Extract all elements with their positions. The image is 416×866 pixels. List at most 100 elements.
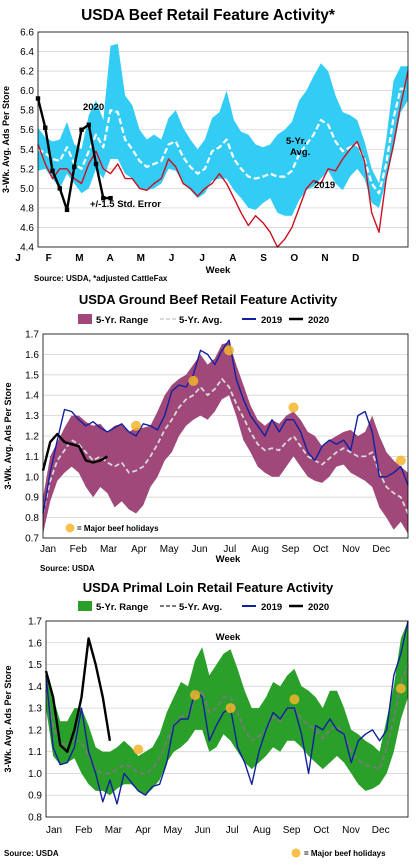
x-tick-label: Sep (282, 544, 300, 555)
y-tick-label: 1.6 (25, 350, 39, 361)
holiday-marker (131, 420, 142, 431)
source-note: Source: USDA (4, 849, 59, 858)
y-axis-label: 3-Wk. Avg. Ads Per Store (1, 86, 11, 193)
holiday-marker (133, 744, 144, 755)
y-tick-label: 5.8 (20, 106, 34, 117)
x-tick-label: J (15, 253, 21, 264)
y-axis-label: 3-Wk. Avg. Ads Per Store (3, 665, 13, 772)
y-tick-label: 1.1 (25, 452, 39, 463)
marker-2020 (50, 168, 55, 173)
holiday-note: = Major beef holidays (304, 849, 386, 858)
x-tick-label: Apr (131, 544, 147, 555)
x-tick-label: F (46, 253, 52, 264)
holiday-marker (190, 690, 201, 701)
x-tick-label: Jun (191, 544, 207, 555)
x-tick-label: Oct (314, 825, 330, 836)
line-2019 (42, 339, 409, 514)
marker-2020 (86, 122, 91, 128)
y-tick-label: 1.6 (28, 638, 42, 649)
legend-label: 2019 (261, 315, 282, 326)
holiday-note-marker (291, 848, 301, 858)
holiday-marker (395, 683, 406, 694)
legend-swatch-range (78, 314, 92, 324)
y-tick-label: 1.7 (28, 617, 42, 628)
x-axis-label: Week (216, 632, 241, 643)
x-tick-label: Jan (46, 825, 62, 836)
chart-1: USDA Beef Retail Feature Activity* 4.4 4.6… (1, 7, 409, 283)
x-tick-label: Jul (226, 825, 239, 836)
label-band: +/-1.5 Std. Error (90, 199, 161, 210)
y-tick-label: 5.0 (20, 184, 34, 195)
holiday-note: = Major beef holidays (77, 524, 159, 533)
legend-label: 2019 (261, 602, 282, 613)
line-2020 (44, 637, 112, 753)
x-tick-label: N (321, 253, 328, 264)
x-tick-label: Dec (372, 544, 390, 555)
holiday-note-marker (65, 523, 75, 533)
marker-2020 (79, 127, 84, 132)
y-tick-label: 1.4 (28, 682, 42, 693)
x-axis-label: Week (206, 265, 231, 276)
plot-frame (42, 333, 409, 539)
x-tick-label: Feb (75, 825, 93, 836)
line-2020 (41, 432, 109, 471)
x-axis-label: Week (216, 554, 241, 565)
holiday-marker (288, 402, 299, 413)
legend-label: 5-Yr. Avg. (179, 315, 222, 326)
legend-swatch-range (78, 601, 92, 611)
y-tick-label: 4.6 (20, 223, 34, 234)
x-tick-label: Mar (100, 544, 118, 555)
y-tick-label: 4.8 (20, 203, 34, 214)
y-tick-label: 0.9 (28, 791, 42, 802)
y-tick-label: 0.7 (25, 534, 39, 545)
x-tick-label: Mar (105, 825, 123, 836)
avg-line (37, 87, 408, 195)
holiday-marker (225, 703, 236, 714)
chart-title: USDA Ground Beef Retail Feature Activity (79, 292, 338, 307)
y-tick-label: 1.7 (25, 330, 39, 341)
y-tick-label: 1.3 (28, 704, 42, 715)
x-tick-label: Aug (253, 825, 271, 836)
x-tick-label: Dec (372, 825, 390, 836)
marker-2020 (57, 186, 62, 191)
holiday-marker (395, 455, 406, 466)
y-tick-label: 1.1 (28, 747, 42, 758)
y-tick-label: 0.8 (28, 813, 42, 824)
marker-2020 (64, 207, 70, 213)
marker-2020 (72, 164, 77, 170)
legend-label: 2020 (308, 315, 329, 326)
y-tick-label: 0.9 (25, 493, 39, 504)
x-tick-label: A (229, 253, 236, 264)
y-tick-label: 0.8 (25, 513, 39, 524)
x-tick-label: S (260, 253, 267, 264)
y-axis-label: 3-Wk. Avg. Ads Per Store (3, 382, 13, 489)
chart-title: USDA Primal Loin Retail Feature Activity (83, 580, 334, 595)
x-tick-label: Nov (342, 825, 360, 836)
x-tick-label: M (137, 253, 145, 264)
y-tick-label: 4.4 (20, 243, 34, 254)
marker-2020 (43, 125, 48, 130)
x-tick-label: Feb (70, 544, 88, 555)
x-tick-label: Jan (40, 544, 56, 555)
source-note: Source: USDA (40, 564, 95, 573)
y-tick-label: 1.2 (25, 432, 39, 443)
x-tick-label: M (75, 253, 83, 264)
y-tick-label: 5.4 (20, 145, 34, 156)
y-tick-label: 6.0 (20, 86, 34, 97)
x-tick-label: J (199, 253, 205, 264)
y-tick-label: 1.5 (25, 370, 39, 381)
y-tick-label: 6.4 (20, 47, 34, 58)
x-tick-label: Sep (283, 825, 301, 836)
x-tick-label: Nov (342, 544, 360, 555)
plot-frame (37, 31, 409, 248)
legend-label: 5-Yr. Range (96, 602, 148, 613)
legend-label: 5-Yr. Range (96, 315, 148, 326)
y-tick-label: 5.6 (20, 125, 34, 136)
chart-2: USDA Ground Beef Retail Feature Activity… (3, 292, 409, 573)
y-tick-label: 5.2 (20, 164, 34, 175)
x-tick-label: Oct (313, 544, 329, 555)
x-tick-label: Jun (194, 825, 210, 836)
marker-2020 (101, 195, 106, 201)
label-2019: 2019 (314, 180, 335, 191)
